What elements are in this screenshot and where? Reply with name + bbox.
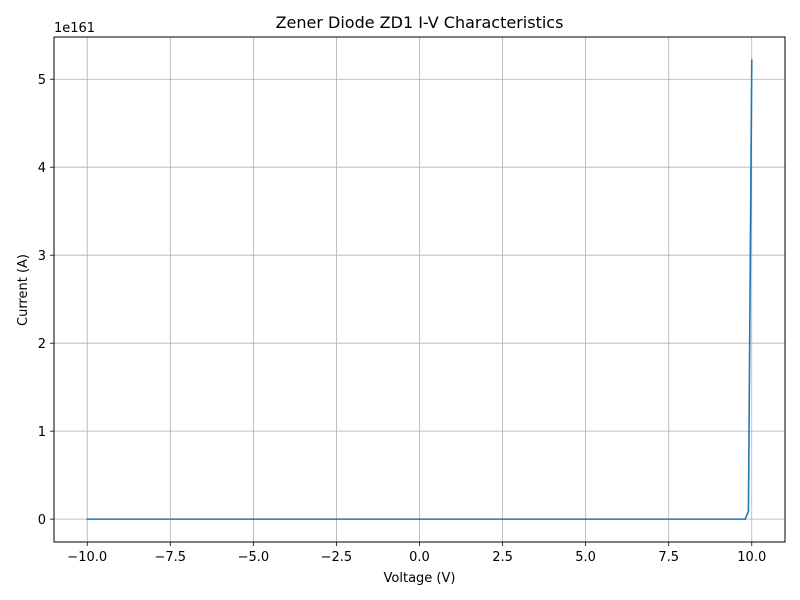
y-tick-label: 4 xyxy=(38,161,46,176)
data-point xyxy=(747,510,750,513)
data-point xyxy=(717,518,720,520)
y-tick-label: 3 xyxy=(38,249,46,264)
data-point xyxy=(252,518,255,520)
x-tick-label: 5.0 xyxy=(575,550,596,565)
y-tick-label: 1 xyxy=(38,425,46,440)
data-point xyxy=(418,518,421,520)
y-tick-label: 0 xyxy=(38,513,46,528)
y-axis-offset-label: 1e161 xyxy=(54,21,95,36)
x-tick-label: 2.5 xyxy=(492,550,513,565)
x-tick-label: 0.0 xyxy=(409,550,430,565)
x-tick-label: −5.0 xyxy=(238,550,270,565)
data-point xyxy=(584,518,587,520)
grid xyxy=(54,37,785,542)
x-tick-label: 7.5 xyxy=(658,550,679,565)
data-point xyxy=(744,518,746,520)
data-point xyxy=(86,518,89,520)
series-line xyxy=(87,59,753,520)
chart-title: Zener Diode ZD1 I-V Characteristics xyxy=(276,13,564,32)
y-tick-label: 5 xyxy=(38,73,46,88)
series-layer xyxy=(86,59,753,520)
y-tick-label: 2 xyxy=(38,337,46,352)
x-tick-label: −2.5 xyxy=(321,550,353,565)
ticks: −10.0 −7.5 −5.0 −2.5 0.0 2.5 5.0 7.5 10.0 0 1 2 3 4 5 xyxy=(38,73,767,565)
y-axis-title: Current (A) xyxy=(16,254,31,326)
x-tick-label: −10.0 xyxy=(67,550,107,565)
data-point xyxy=(750,59,753,61)
x-tick-label: 10.0 xyxy=(737,550,766,565)
x-tick-label: −7.5 xyxy=(155,550,187,565)
x-axis-title: Voltage (V) xyxy=(384,571,456,586)
